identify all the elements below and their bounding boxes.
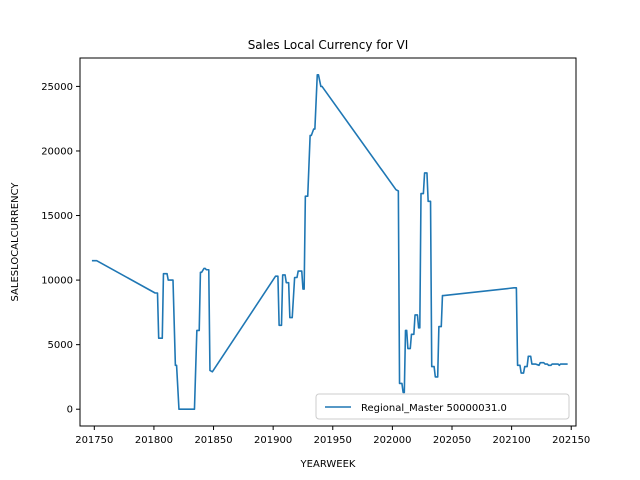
plot-area bbox=[80, 58, 576, 426]
x-tick-label: 201800 bbox=[135, 435, 173, 446]
x-tick-label: 202050 bbox=[433, 435, 471, 446]
legend-entry: Regional_Master 50000031.0 bbox=[361, 403, 507, 414]
x-tick-label: 201850 bbox=[194, 435, 232, 446]
legend: Regional_Master 50000031.0 bbox=[315, 393, 570, 420]
x-tick-label: 201750 bbox=[75, 435, 113, 446]
y-tick-label: 0 bbox=[67, 405, 73, 416]
plot-frame bbox=[79, 57, 577, 427]
y-tick-label: 25000 bbox=[41, 82, 73, 93]
x-axis-label: YEARWEEK bbox=[300, 459, 356, 470]
y-tick-label: 5000 bbox=[48, 340, 73, 351]
legend-box bbox=[315, 393, 570, 420]
x-tick-label: 201900 bbox=[254, 435, 292, 446]
series-line-0 bbox=[91, 73, 568, 411]
y-axis: 0 5000 10000 15000 20000 25000 bbox=[41, 82, 80, 416]
x-tick-label: 202100 bbox=[493, 435, 531, 446]
y-tick-label: 20000 bbox=[41, 146, 73, 157]
y-tick-label: 10000 bbox=[41, 276, 73, 287]
y-tick-label: 15000 bbox=[41, 211, 73, 222]
x-axis: 201750 201800 201850 201900 201950 202000 2020… bbox=[75, 426, 590, 446]
series-layer bbox=[91, 73, 568, 411]
x-tick-label: 202000 bbox=[373, 435, 411, 446]
x-tick-label: 201950 bbox=[314, 435, 352, 446]
y-axis-label: SALESLOCALCURRENCY bbox=[10, 182, 21, 302]
x-tick-label: 202150 bbox=[552, 435, 590, 446]
chart-title: Sales Local Currency for VI bbox=[248, 38, 409, 52]
